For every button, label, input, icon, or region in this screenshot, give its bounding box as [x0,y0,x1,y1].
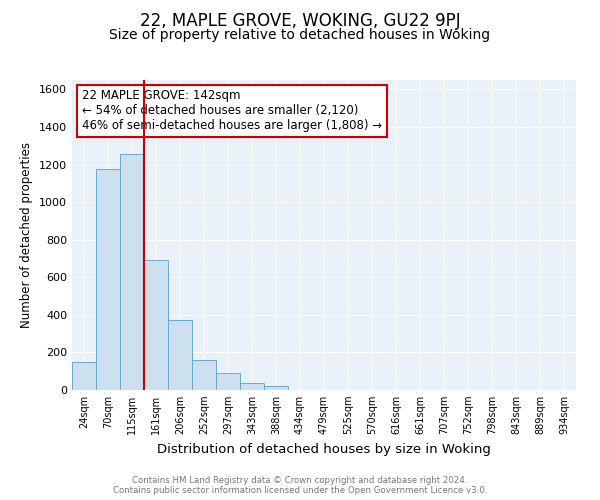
Bar [168,320,192,390]
Text: 22 MAPLE GROVE: 142sqm
← 54% of detached houses are smaller (2,120)
46% of semi-: 22 MAPLE GROVE: 142sqm ← 54% of detached… [82,90,382,132]
Text: Contains HM Land Registry data © Crown copyright and database right 2024.
Contai: Contains HM Land Registry data © Crown c… [113,476,487,495]
Text: Size of property relative to detached houses in Woking: Size of property relative to detached ho… [109,28,491,42]
Bar [240,384,264,390]
Y-axis label: Number of detached properties: Number of detached properties [20,142,34,328]
Bar [192,360,216,390]
Bar [72,362,96,390]
Bar [264,386,288,390]
Bar [120,154,144,390]
Text: 22, MAPLE GROVE, WOKING, GU22 9PJ: 22, MAPLE GROVE, WOKING, GU22 9PJ [140,12,460,30]
Bar [216,373,240,390]
X-axis label: Distribution of detached houses by size in Woking: Distribution of detached houses by size … [157,442,491,456]
Bar [96,169,120,390]
Bar [144,260,168,390]
